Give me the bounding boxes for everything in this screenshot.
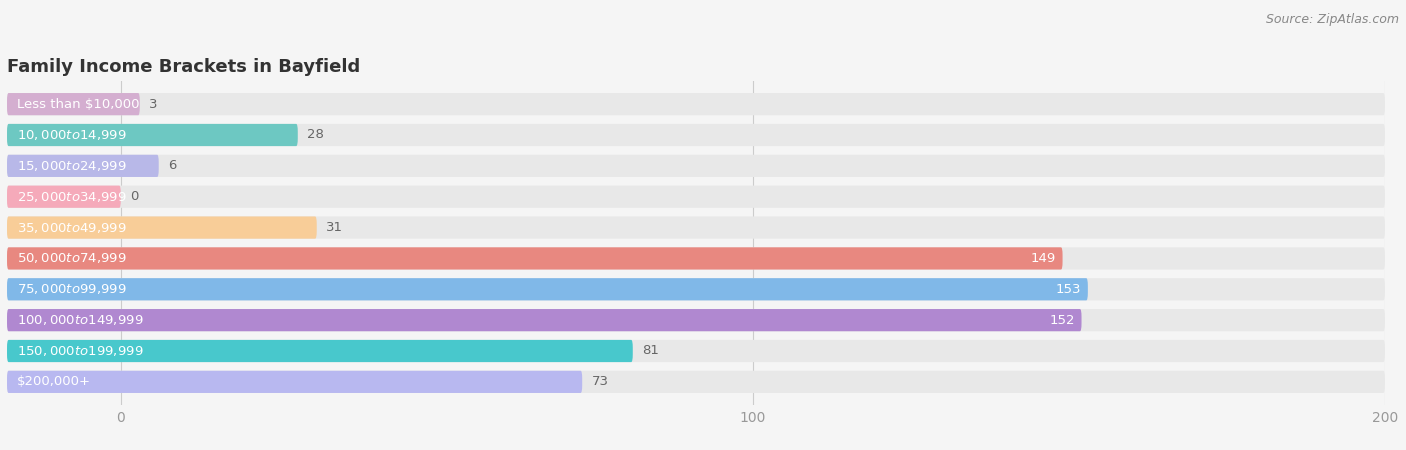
- FancyBboxPatch shape: [7, 93, 139, 115]
- Text: Source: ZipAtlas.com: Source: ZipAtlas.com: [1265, 14, 1399, 27]
- Text: 31: 31: [326, 221, 343, 234]
- FancyBboxPatch shape: [7, 155, 159, 177]
- FancyBboxPatch shape: [7, 309, 1081, 331]
- FancyBboxPatch shape: [7, 216, 316, 238]
- Text: Less than $10,000: Less than $10,000: [17, 98, 139, 111]
- FancyBboxPatch shape: [7, 278, 1385, 301]
- FancyBboxPatch shape: [7, 216, 1385, 238]
- Text: 73: 73: [592, 375, 609, 388]
- FancyBboxPatch shape: [7, 124, 298, 146]
- Text: $50,000 to $74,999: $50,000 to $74,999: [17, 252, 127, 266]
- Text: $35,000 to $49,999: $35,000 to $49,999: [17, 220, 127, 234]
- FancyBboxPatch shape: [7, 340, 633, 362]
- Text: 0: 0: [131, 190, 139, 203]
- Text: 3: 3: [149, 98, 157, 111]
- Text: 153: 153: [1056, 283, 1081, 296]
- FancyBboxPatch shape: [7, 309, 1385, 331]
- FancyBboxPatch shape: [7, 93, 1385, 115]
- Text: $100,000 to $149,999: $100,000 to $149,999: [17, 313, 143, 327]
- FancyBboxPatch shape: [7, 185, 121, 208]
- Text: 6: 6: [169, 159, 177, 172]
- Text: Family Income Brackets in Bayfield: Family Income Brackets in Bayfield: [7, 58, 360, 76]
- Text: $150,000 to $199,999: $150,000 to $199,999: [17, 344, 143, 358]
- Text: $25,000 to $34,999: $25,000 to $34,999: [17, 190, 127, 204]
- FancyBboxPatch shape: [7, 124, 1385, 146]
- FancyBboxPatch shape: [7, 371, 582, 393]
- Text: 28: 28: [308, 129, 325, 141]
- FancyBboxPatch shape: [7, 340, 1385, 362]
- Text: $200,000+: $200,000+: [17, 375, 90, 388]
- Text: 81: 81: [643, 345, 659, 357]
- Text: 149: 149: [1031, 252, 1056, 265]
- Text: $75,000 to $99,999: $75,000 to $99,999: [17, 282, 127, 296]
- FancyBboxPatch shape: [7, 185, 1385, 208]
- FancyBboxPatch shape: [7, 248, 1063, 270]
- FancyBboxPatch shape: [7, 278, 1088, 301]
- Text: $10,000 to $14,999: $10,000 to $14,999: [17, 128, 127, 142]
- FancyBboxPatch shape: [7, 248, 1385, 270]
- Text: $15,000 to $24,999: $15,000 to $24,999: [17, 159, 127, 173]
- FancyBboxPatch shape: [7, 371, 1385, 393]
- Text: 152: 152: [1050, 314, 1076, 327]
- FancyBboxPatch shape: [7, 155, 1385, 177]
